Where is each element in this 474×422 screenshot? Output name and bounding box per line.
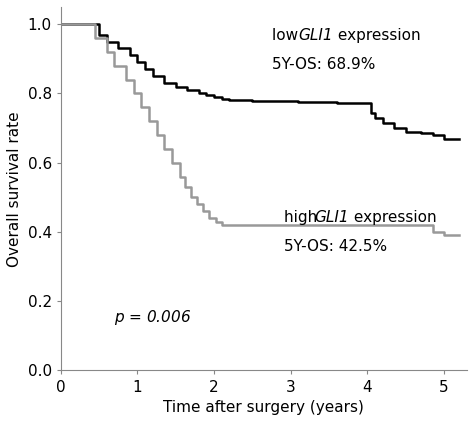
- X-axis label: Time after surgery (years): Time after surgery (years): [164, 400, 365, 415]
- Text: GLI1: GLI1: [315, 210, 349, 225]
- Text: low: low: [272, 28, 303, 43]
- Text: high: high: [284, 210, 322, 225]
- Text: expression: expression: [333, 28, 420, 43]
- Y-axis label: Overall survival rate: Overall survival rate: [7, 111, 22, 267]
- Text: 5Y-OS: 42.5%: 5Y-OS: 42.5%: [284, 239, 387, 254]
- Text: $p$ = 0.006: $p$ = 0.006: [114, 308, 191, 327]
- Text: expression: expression: [349, 210, 437, 225]
- Text: 5Y-OS: 68.9%: 5Y-OS: 68.9%: [272, 57, 375, 73]
- Text: GLI1: GLI1: [299, 28, 333, 43]
